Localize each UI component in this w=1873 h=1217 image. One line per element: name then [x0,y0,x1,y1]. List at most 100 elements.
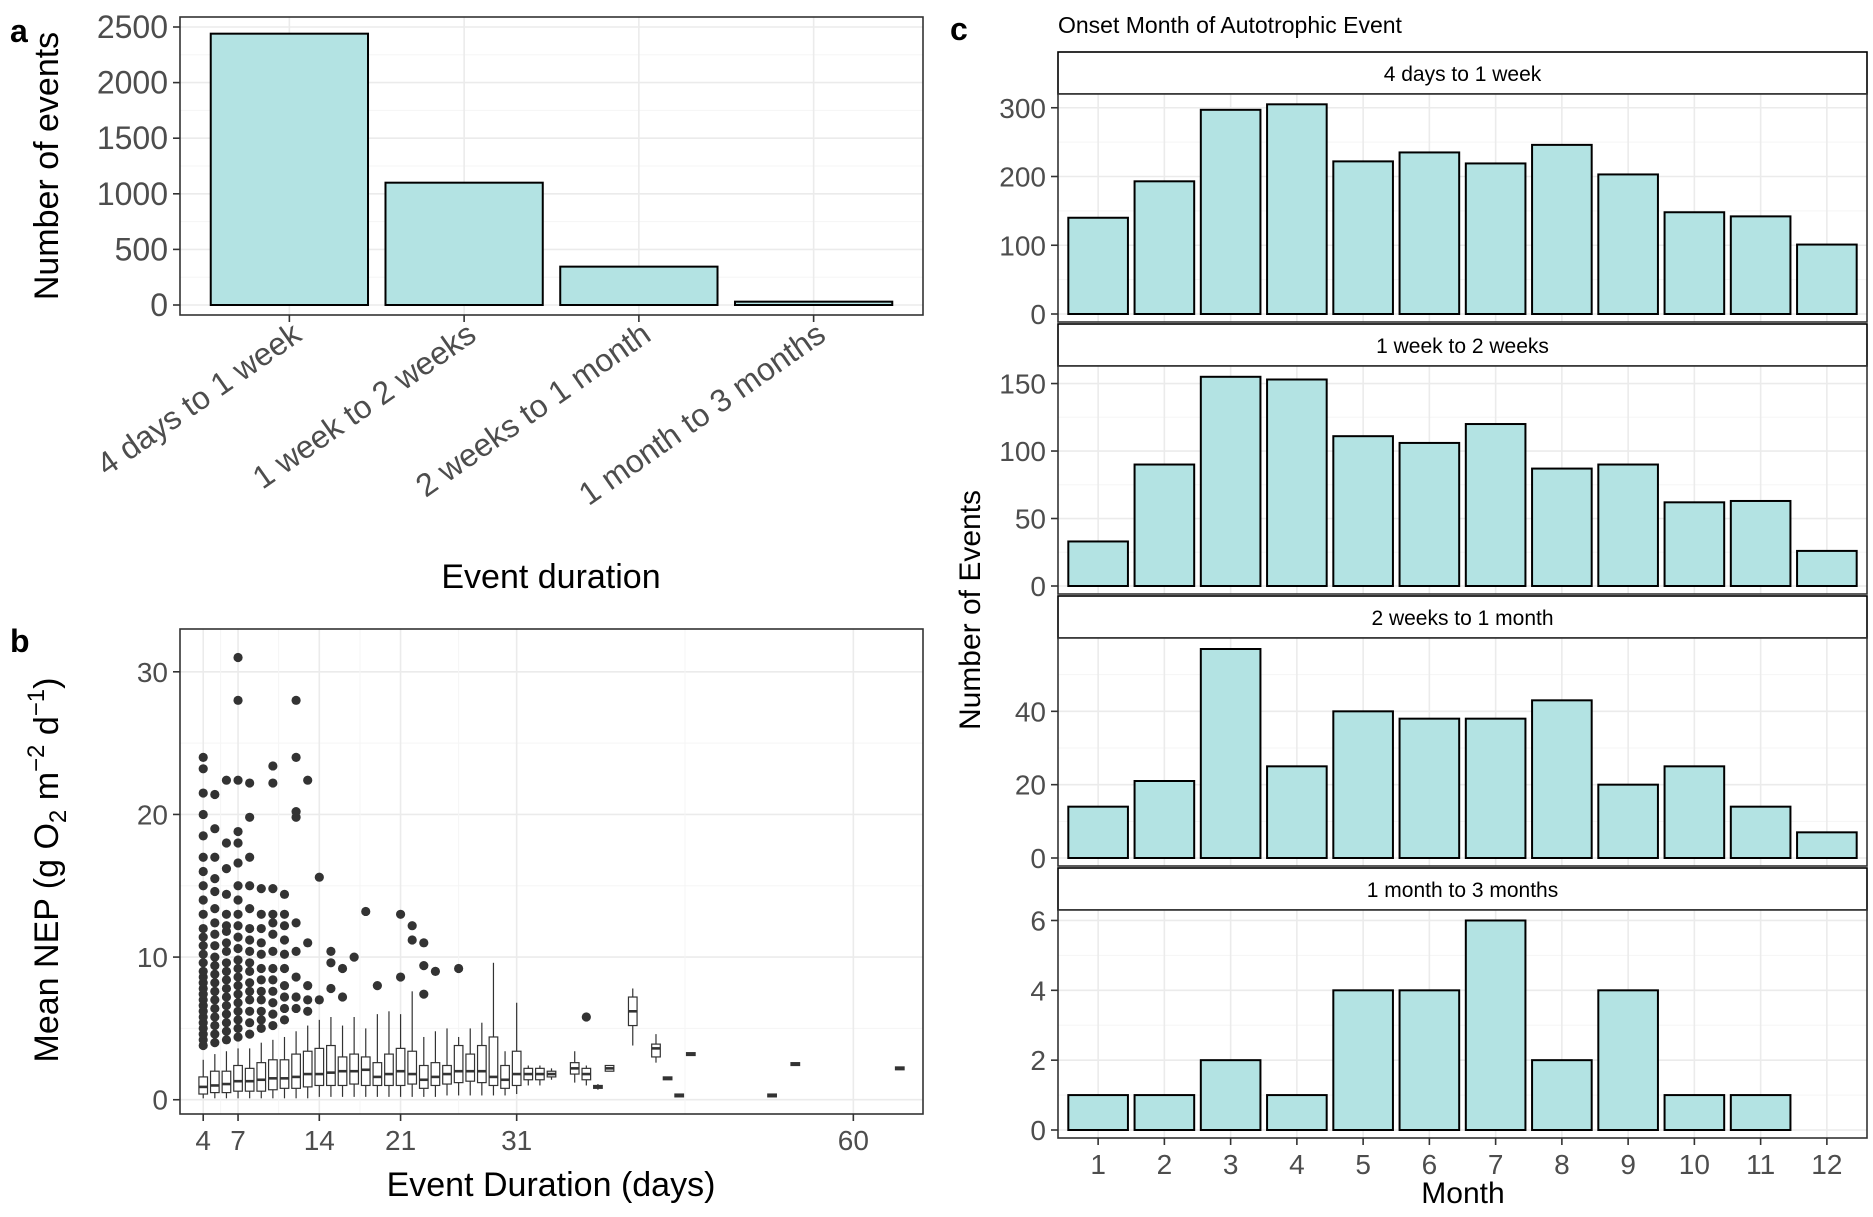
panel-a-ylabel: Number of events [28,32,66,300]
panel-b-outlier [210,874,220,884]
panel-b-box-body [384,1053,394,1087]
panel-c-strip-label: 1 week to 2 weeks [1376,335,1549,358]
panel-c-ytick-label: 40 [1015,696,1046,727]
panel-b-outlier [221,946,232,956]
panel-c-bar [1796,243,1858,315]
panel-c-bar [1067,805,1129,860]
panel-b-outlier [198,949,208,959]
panel-b-outlier [233,1006,243,1016]
panel-c-bar [1067,1094,1129,1131]
panel-c-bar [1133,180,1196,315]
panel-b-box [569,1051,580,1083]
panel-b-outlier [198,809,208,820]
panel-c-ytick-label: 150 [999,369,1046,400]
panel-b-outlier [210,852,220,862]
panel-b-outlier [210,986,220,996]
panel-b-box [511,1002,522,1095]
panel-b-box-body [314,1047,325,1087]
panel-c-ytick-label: 0 [1030,843,1046,874]
panel-c-bar [1199,375,1262,587]
panel-b-box [581,1012,592,1086]
panel-b-outlier [198,958,208,968]
panel-b-outlier [221,992,232,1002]
panel-b-outlier [221,889,232,899]
panel-c-bar [1067,216,1129,315]
panel-b-outlier [198,923,208,934]
panel-b-outlier [372,981,382,991]
panel-c-bar [1796,831,1858,859]
panel-b-outlier [291,752,301,762]
panel-c-xtick-label: 11 [1746,1149,1775,1180]
panel-b-outlier [210,1012,220,1022]
panel-b-outlier [210,1038,220,1048]
panel-c-strip [1057,867,1868,911]
panel-b-outlier [245,881,255,891]
panel-c-bar [1133,1094,1196,1131]
panel-b-outlier [233,909,243,919]
panel-b-box [453,963,464,1096]
panel-b-box-body [302,1050,313,1088]
panel-b-outlier [221,975,232,985]
panel-b-outlier [303,995,313,1005]
panel-b-box-body [395,1047,406,1087]
panel-b-outlier [210,1003,220,1014]
panel-c-xtick-label: 7 [1488,1149,1504,1180]
panel-b-outlier [221,938,232,948]
panel-c-ytick-label: 300 [999,93,1046,124]
panel-b-box [465,1028,476,1096]
panel-b-box [384,1011,394,1097]
panel-b-outlier [279,949,290,959]
panel-b-box [244,778,255,1099]
panel-b-outlier [256,986,266,996]
panel-b-outlier [395,972,406,982]
panel-c-bar [1663,1094,1726,1131]
panel-b-outlier [233,881,243,891]
panel-b-box [500,1051,510,1096]
panel-b-outlier [198,966,208,976]
panel-b-outlier [233,1015,243,1025]
panel-b-box-body [360,1056,371,1087]
panel-b-outlier [233,963,243,974]
panel-b-box-body [244,1067,255,1092]
panel-b-xtick-label: 21 [385,1125,416,1156]
panel-c-bar [1266,103,1328,315]
panel-c-xtick-label: 1 [1090,1149,1106,1180]
panel-b-outlier [245,978,255,988]
panel-b-box [233,652,243,1099]
panel-b-box [894,1066,905,1071]
panel-b-outlier [454,963,464,974]
panel-b-outlier [198,895,208,905]
panel-b-box [546,1068,557,1080]
panel-b-outlier [291,918,301,928]
panel-b-outlier [279,1003,290,1014]
panel-b-box [198,752,209,1099]
panel-c-bar [1332,160,1394,315]
panel-b-box [279,889,290,1099]
panel-b-box [604,1064,615,1072]
panel-b-outlier [268,1009,278,1019]
panel-c-bar [1663,501,1726,588]
panel-b-outlier [233,1032,243,1042]
panel-b-outlier [233,895,243,905]
panel-b-box [267,761,278,1099]
panel-b-outlier [221,966,232,976]
panel-a-ytick-label: 500 [115,231,168,267]
panel-b-outlier [419,989,429,999]
panel-b-outlier [221,921,232,931]
panel-b-outlier [291,695,301,705]
panel-b-outlier [303,981,313,991]
panel-b-box [418,938,429,1097]
panel-b-outlier [198,752,208,762]
panel-b-outlier [256,1015,266,1025]
panel-b-outlier [268,884,278,894]
panel-c-ytick-label: 0 [1030,571,1046,602]
panel-c-bar [1398,441,1461,588]
panel-b-outlier [256,909,266,919]
panel-c-ytick-label: 100 [999,230,1046,261]
panel-c-xtick-label: 6 [1422,1149,1438,1180]
panel-c-xtick-label: 8 [1554,1149,1570,1180]
panel-c-frame [1057,909,1868,1139]
panel-c-faceted-bar-chart: Onset Month of Autotrophic Event 4 days … [954,12,1868,1210]
panel-b-box [314,872,325,1097]
